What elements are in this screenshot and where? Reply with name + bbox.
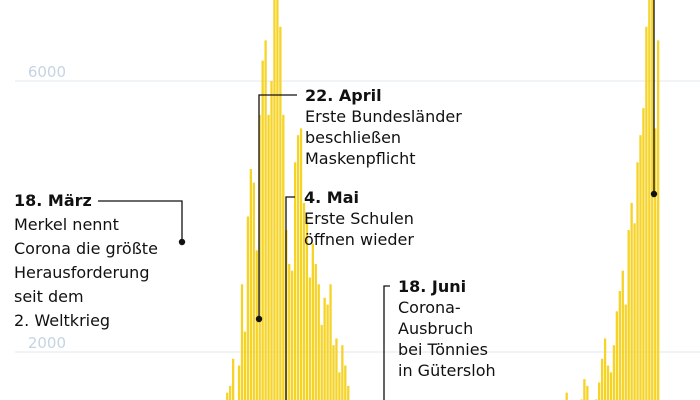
grid (15, 80, 700, 353)
bar (636, 162, 639, 400)
annotation-leader-line (258, 94, 297, 319)
bar (621, 270, 624, 400)
bar (249, 169, 252, 400)
annotation-text: öffnen wieder (304, 230, 414, 249)
annotation-text: in Gütersloh (398, 361, 496, 380)
bar (226, 392, 229, 400)
bar (347, 385, 350, 400)
bar (600, 358, 604, 400)
bar (291, 270, 294, 400)
bar (651, 0, 654, 400)
bar (231, 358, 235, 400)
bar (243, 331, 247, 400)
bar (335, 338, 338, 400)
bar (648, 0, 651, 400)
annotation-date: 18. März (14, 191, 92, 210)
bar (603, 338, 607, 400)
bar (302, 202, 306, 400)
bar (586, 385, 589, 400)
bar (320, 324, 323, 400)
annotation-date: 22. April (305, 86, 382, 105)
bar (311, 243, 314, 400)
bar (276, 0, 279, 400)
bar (237, 365, 241, 400)
annotation-text: Corona die größte (14, 239, 158, 258)
bar (314, 263, 317, 400)
bar (252, 182, 255, 400)
annotation-text: Erste Schulen (304, 209, 414, 228)
bar (654, 128, 657, 400)
annotation-text: beschließen (305, 128, 401, 147)
bar (615, 311, 619, 400)
annotation-text: Merkel nennt (14, 215, 119, 234)
annotation-text: 2. Weltkrieg (14, 311, 110, 330)
annotation-text: Maskenpflicht (305, 149, 416, 168)
bar (267, 114, 270, 400)
bar (645, 26, 648, 400)
bar (229, 385, 232, 400)
bar (261, 60, 264, 400)
bar (255, 250, 258, 400)
bar (657, 40, 660, 400)
bars (226, 0, 660, 400)
bar (598, 382, 601, 400)
bar (264, 40, 267, 400)
bar (338, 372, 341, 400)
annotation-leader-line (383, 285, 390, 400)
annotation-marker (178, 238, 186, 246)
bar (288, 263, 291, 400)
bar (308, 277, 312, 400)
annotation-date: 18. Juni (398, 277, 466, 296)
annotation-marker (255, 315, 263, 323)
bar (317, 284, 320, 400)
bar (246, 216, 250, 400)
bar (341, 345, 344, 400)
bar (630, 202, 633, 400)
bar (627, 230, 630, 400)
bar (344, 365, 347, 400)
annotation-marker (650, 190, 658, 198)
bar (624, 304, 627, 400)
bar (282, 114, 285, 400)
bar (273, 0, 276, 400)
bar (639, 135, 642, 400)
bar (296, 135, 300, 400)
annotation-text: bei Tönnies (398, 340, 488, 359)
bar (583, 379, 586, 400)
annotation-text: Erste Bundesländer (305, 107, 462, 126)
bar (323, 297, 326, 400)
annotation-text: Corona- (398, 298, 461, 317)
bar (609, 372, 613, 400)
bar (618, 291, 621, 400)
bar (612, 345, 616, 400)
annotation-text: Herausforderung (14, 263, 149, 282)
bar (270, 81, 273, 400)
bar (332, 345, 335, 400)
annotation-text: Ausbruch (398, 319, 473, 338)
bar (329, 284, 332, 400)
bar (642, 108, 645, 400)
annotations: 18. März Merkel nennt Corona die größte Her… (14, 0, 658, 400)
bar (565, 392, 568, 400)
annotation-leader-line (285, 196, 295, 400)
bar (258, 114, 261, 400)
bar (305, 216, 309, 400)
annotation-leader-line (98, 200, 183, 242)
y-tick-label: 2000 (28, 334, 66, 352)
y-tick-label: 6000 (28, 63, 66, 81)
bar (633, 223, 636, 400)
y-axis: 2000 6000 (28, 63, 66, 352)
annotation-text: seit dem (14, 287, 84, 306)
bar (606, 365, 610, 400)
bar (326, 304, 329, 400)
bar (279, 26, 282, 400)
bar (240, 284, 244, 400)
bar (299, 128, 303, 400)
bar (293, 162, 297, 400)
annotation-date: 4. Mai (304, 188, 359, 207)
